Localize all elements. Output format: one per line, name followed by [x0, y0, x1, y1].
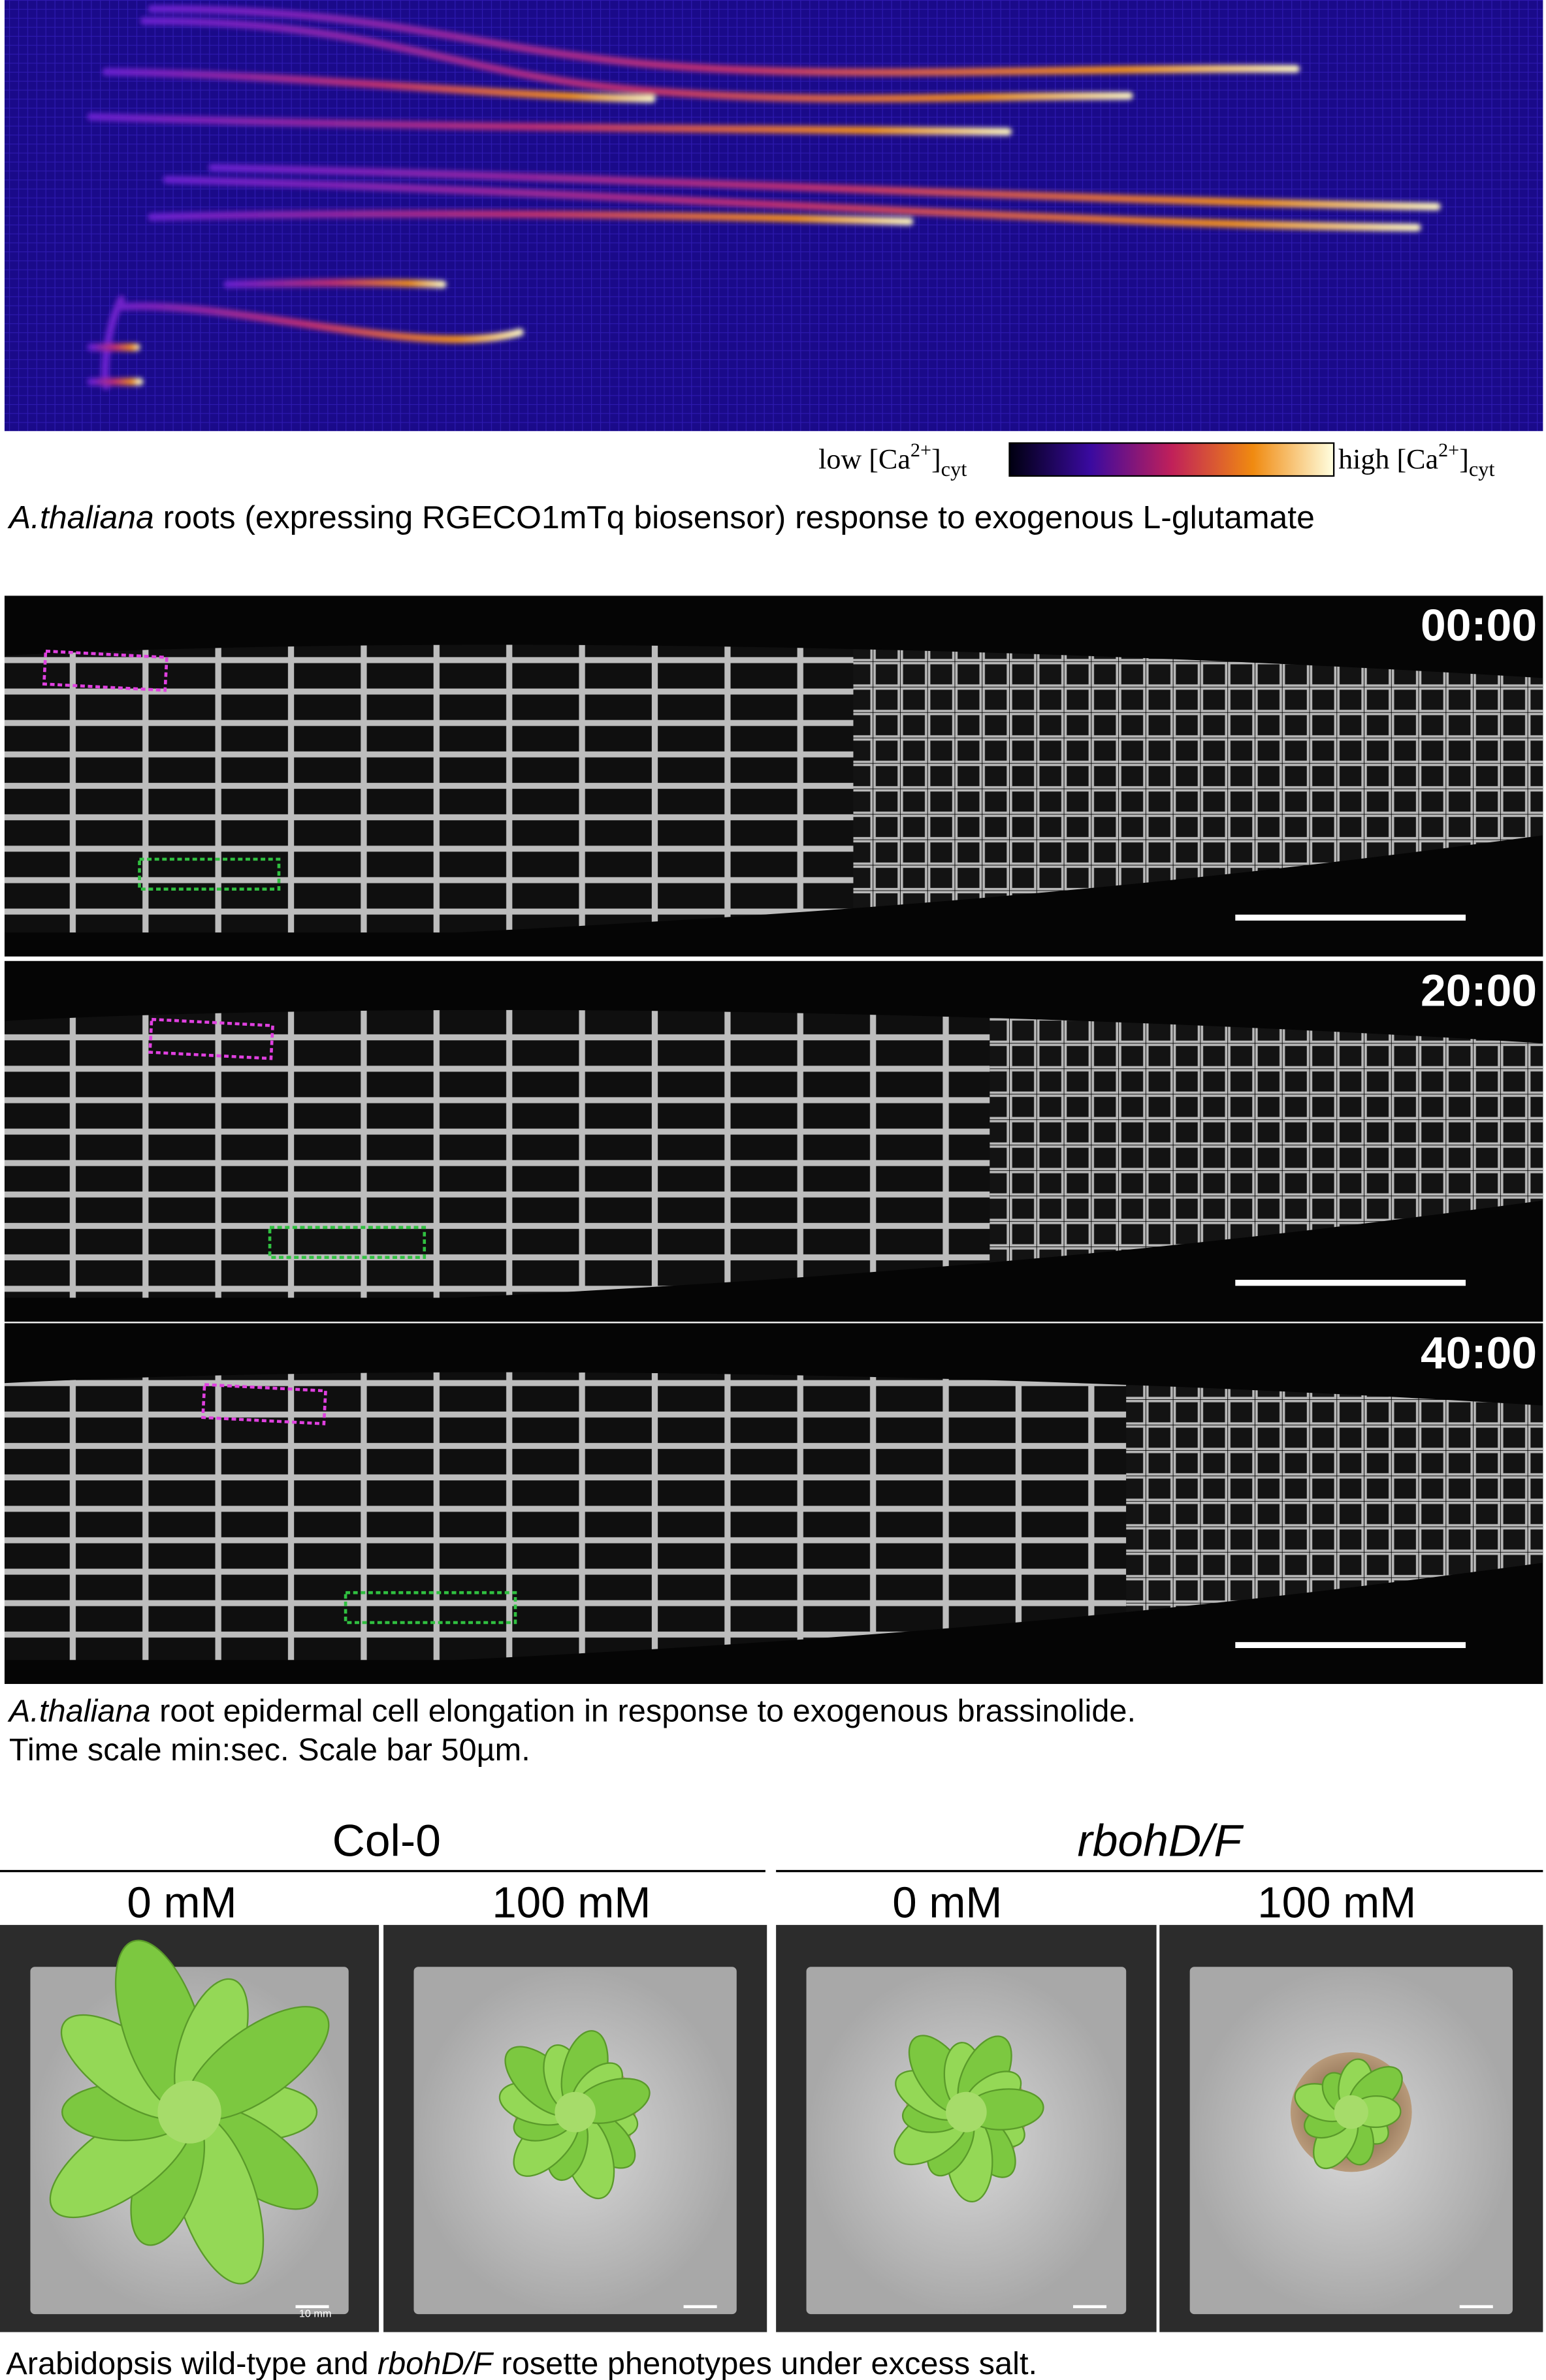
- tracked-cell: [148, 1017, 275, 1060]
- colorbar-high-label: high [Ca2+]cyt: [1338, 439, 1495, 481]
- tracked-cell: [138, 857, 281, 891]
- caption-c: Arabidopsis wild-type and rbohD/F rosett…: [6, 2346, 1037, 2380]
- group-label: Col-0: [332, 1815, 441, 1866]
- plant-photos: [0, 1925, 1543, 2332]
- roots: [87, 5, 1441, 390]
- tracked-cell: [42, 649, 169, 692]
- scale-label: 10 mm: [299, 2308, 332, 2320]
- rosette-center: [555, 2091, 596, 2133]
- condition-label: 0 mM: [127, 1879, 236, 1928]
- caption-b-line1: A.thaliana root epidermal cell elongatio…: [7, 1694, 1136, 1729]
- caption-a: A.thaliana roots (expressing RGECO1mTq b…: [7, 500, 1315, 536]
- large-cells: [4, 1009, 990, 1298]
- condition-label: 100 mM: [1257, 1879, 1416, 1928]
- rosette-center: [946, 2091, 987, 2133]
- colorbar: [1008, 442, 1335, 477]
- rosette-center: [157, 2080, 221, 2144]
- large-cells: [4, 644, 854, 933]
- time-label: 40:00: [1421, 1327, 1537, 1378]
- cell-panels: 00:00 20:00 40:00: [4, 595, 1543, 1685]
- condition-label: 0 mM: [892, 1879, 1002, 1928]
- tracked-cell: [268, 1226, 427, 1259]
- calcium-image: [4, 0, 1543, 432]
- caption-b-line2: Time scale min:sec. Scale bar 50µm.: [9, 1732, 530, 1768]
- time-label: 00:00: [1421, 600, 1537, 651]
- group-label: rbohD/F: [1078, 1815, 1244, 1866]
- tracked-cell: [201, 1383, 327, 1425]
- rosette-center: [1334, 2095, 1368, 2129]
- large-cells: [4, 1372, 1127, 1660]
- time-label: 20:00: [1421, 965, 1537, 1016]
- tracked-cell: [344, 1591, 517, 1625]
- colorbar-low-label: low [Ca2+]cyt: [818, 439, 967, 481]
- condition-label: 100 mM: [492, 1879, 651, 1928]
